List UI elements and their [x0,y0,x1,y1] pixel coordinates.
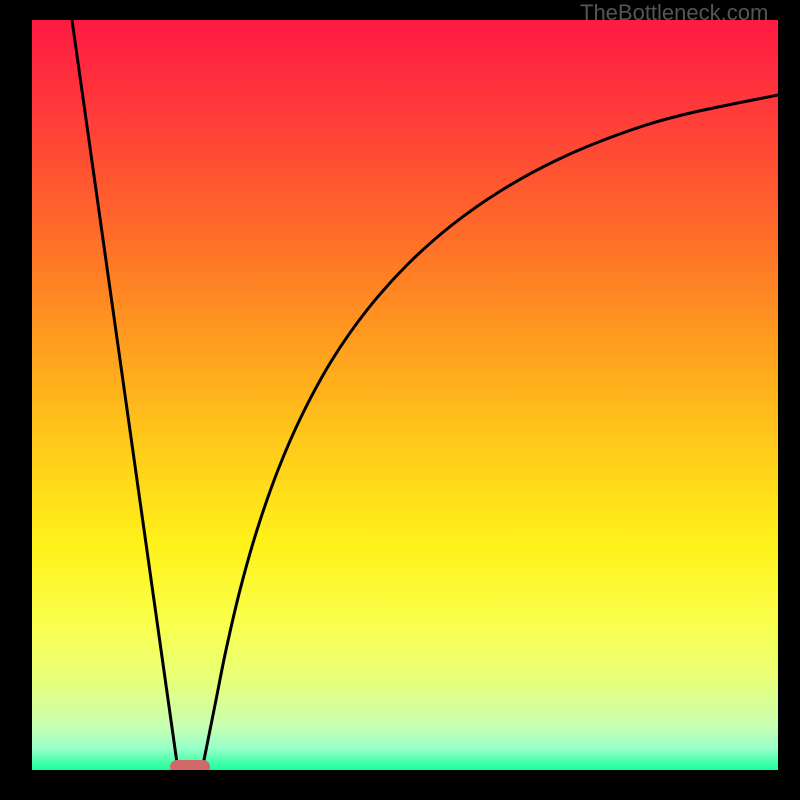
chart-container: TheBottleneck.com [0,0,800,800]
curve-layer [32,20,778,770]
curve-left-line [72,20,178,770]
plot-area [32,20,778,770]
curve-right-path [202,95,778,770]
watermark-text: TheBottleneck.com [580,0,768,26]
bottom-marker [170,760,210,770]
